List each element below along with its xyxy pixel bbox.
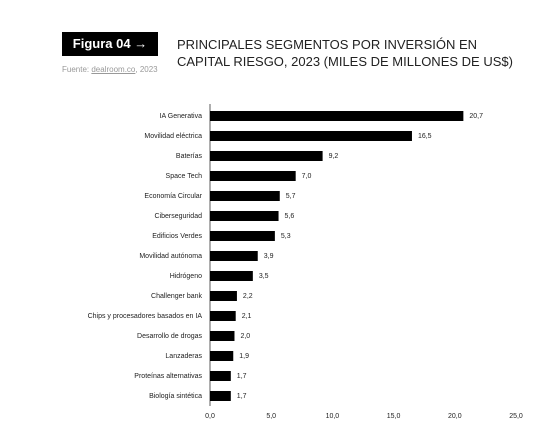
source-prefix: Fuente: <box>62 65 92 74</box>
bar <box>210 191 280 201</box>
y-tick-label: Economía Circular <box>144 193 202 200</box>
value-label: 2,1 <box>242 313 252 320</box>
value-label: 1,7 <box>237 393 247 400</box>
y-tick-label: Biología sintética <box>149 393 202 400</box>
bar <box>210 271 253 281</box>
value-label: 16,5 <box>418 133 432 140</box>
y-tick-label: Space Tech <box>166 173 203 180</box>
y-tick-label: Movilidad autónoma <box>139 253 202 260</box>
value-label: 7,0 <box>302 173 312 180</box>
x-tick-label: 25,0 <box>509 413 523 420</box>
y-tick-label: Chips y procesadores basados en IA <box>88 313 203 320</box>
value-label: 5,7 <box>286 193 296 200</box>
source-link: dealroom.co <box>91 65 136 74</box>
bar <box>210 231 275 241</box>
y-tick-label: Lanzaderas <box>165 353 202 360</box>
value-label: 9,2 <box>329 153 339 160</box>
value-label: 3,5 <box>259 273 269 280</box>
figure-label: Figura 04 → <box>62 32 158 56</box>
bar <box>210 131 412 141</box>
x-tick-label: 5,0 <box>266 413 276 420</box>
bar <box>210 311 236 321</box>
source: Fuente: dealroom.co, 2023 <box>62 65 158 74</box>
bar <box>210 351 234 361</box>
x-tick-label: 0,0 <box>205 413 215 420</box>
y-tick-label: Desarrollo de drogas <box>137 333 202 340</box>
x-tick-label: 10,0 <box>326 413 340 420</box>
y-tick-label: Hidrógeno <box>170 273 202 280</box>
value-label: 20,7 <box>469 113 483 120</box>
x-tick-label: 20,0 <box>448 413 462 420</box>
y-tick-label: IA Generativa <box>160 113 203 120</box>
bar <box>210 391 231 401</box>
value-label: 1,9 <box>239 353 249 360</box>
y-tick-label: Movilidad eléctrica <box>144 133 202 140</box>
x-tick-label: 15,0 <box>387 413 401 420</box>
bar <box>210 151 323 161</box>
value-label: 1,7 <box>237 373 247 380</box>
chart-title: PRINCIPALES SEGMENTOS POR INVERSIÓN EN C… <box>177 37 513 69</box>
bar <box>210 171 296 181</box>
y-tick-label: Proteínas alternativas <box>134 373 202 380</box>
value-label: 5,6 <box>285 213 295 220</box>
bar <box>210 251 258 261</box>
value-label: 2,2 <box>243 293 253 300</box>
y-tick-label: Challenger bank <box>151 293 202 300</box>
value-label: 3,9 <box>264 253 274 260</box>
source-suffix: , 2023 <box>135 65 158 74</box>
bar <box>210 111 464 121</box>
bar <box>210 211 279 221</box>
value-label: 5,3 <box>281 233 291 240</box>
bar <box>210 291 237 301</box>
y-tick-label: Ciberseguridad <box>155 213 203 220</box>
bar <box>210 331 235 341</box>
value-label: 2,0 <box>240 333 250 340</box>
y-tick-label: Edificios Verdes <box>152 233 202 240</box>
y-tick-label: Baterías <box>176 153 203 160</box>
bar <box>210 371 231 381</box>
